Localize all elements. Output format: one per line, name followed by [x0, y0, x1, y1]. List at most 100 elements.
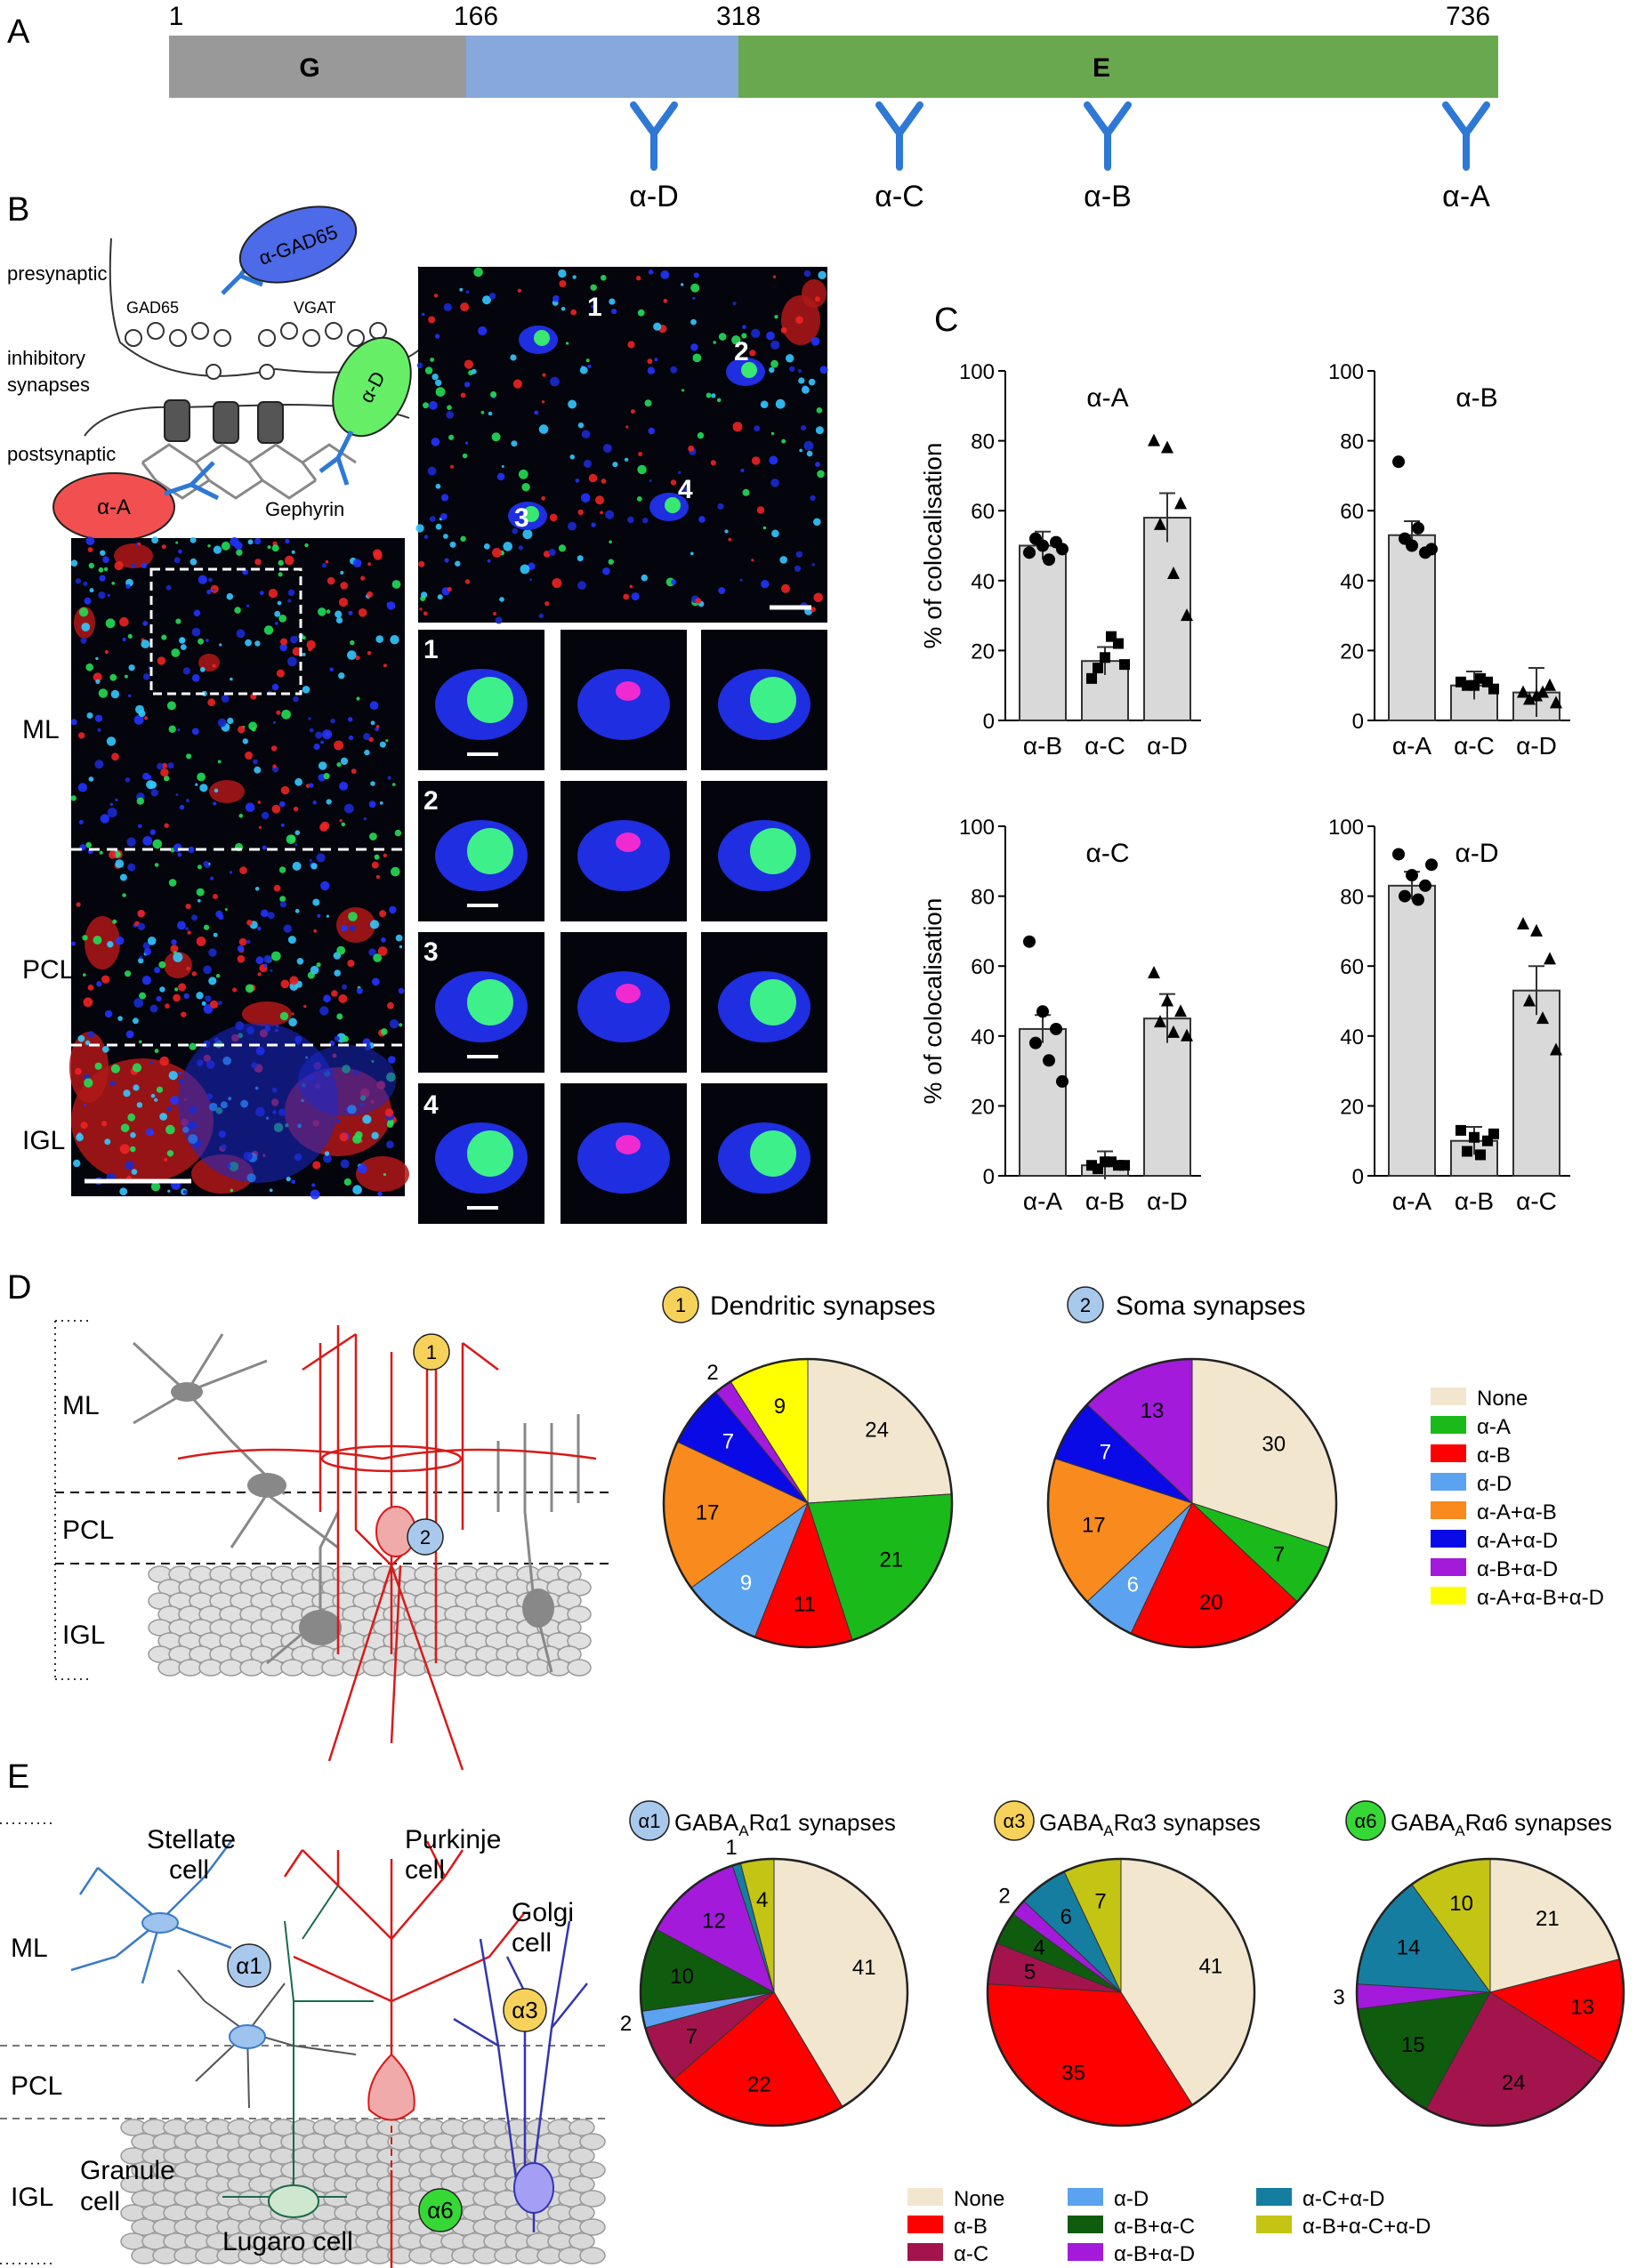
granule-label-2: cell: [80, 2187, 120, 2216]
punctum: [255, 956, 264, 965]
punctum: [283, 924, 292, 933]
y-tick-label: 100: [1328, 816, 1364, 840]
punctum: [794, 565, 802, 572]
punctum: [338, 598, 349, 607]
punctum: [168, 879, 177, 887]
chart-title: α-A: [1086, 383, 1128, 413]
legend-label: α-D: [1114, 2187, 1149, 2211]
punctum: [186, 753, 192, 760]
punctum: [146, 780, 156, 790]
punctum: [287, 936, 296, 945]
punctum: [142, 621, 149, 626]
legend-swatch: [907, 2243, 943, 2261]
data-point: [1154, 517, 1166, 530]
punctum: [688, 445, 695, 452]
punctum: [303, 1004, 307, 1009]
tile-green: [750, 828, 796, 874]
data-point: [1536, 1011, 1549, 1025]
granule: [178, 1659, 203, 1677]
badge-1-pie-text: 1: [675, 1294, 686, 1316]
punctum: [207, 544, 211, 548]
purkinje-label-2: cell: [405, 1855, 445, 1885]
punctum: [294, 777, 302, 786]
punctum: [769, 455, 778, 465]
x-tick-label: α-C: [1085, 732, 1125, 760]
punctum: [315, 731, 323, 739]
punctum: [690, 343, 698, 351]
punctum: [435, 387, 446, 397]
punctum: [642, 518, 649, 524]
punctum: [78, 732, 85, 739]
punctum: [119, 873, 127, 881]
punctum: [310, 965, 319, 975]
punctum: [166, 701, 176, 711]
y-tick-label: 60: [971, 955, 995, 979]
granule: [569, 2176, 595, 2193]
punctum: [236, 549, 243, 556]
punctum: [340, 1159, 350, 1169]
punctum: [217, 1001, 222, 1005]
punctum: [236, 629, 246, 639]
punctum: [681, 389, 685, 392]
punctum: [462, 453, 468, 459]
pie-outline: [1355, 1857, 1625, 2127]
punctum: [386, 1140, 394, 1149]
badge-1-pie: [662, 1286, 699, 1323]
y-tick-label: 100: [959, 816, 995, 840]
punctum: [654, 358, 658, 362]
punctum: [814, 296, 820, 302]
punctum: [84, 597, 92, 605]
punctum: [460, 535, 466, 542]
data-point: [1488, 683, 1499, 695]
granule: [569, 2204, 595, 2222]
punctum: [219, 643, 222, 647]
legend-label: α-B+α-D: [1477, 1557, 1558, 1581]
punctum: [279, 896, 286, 903]
pie-value-label: 13: [1570, 1995, 1594, 2019]
punctum: [448, 434, 455, 440]
data-point: [1530, 688, 1543, 702]
punctum: [711, 393, 716, 398]
pie-value-label: 1: [725, 1836, 737, 1860]
punctum: [648, 427, 655, 435]
punctum: [206, 639, 209, 642]
punctum: [213, 801, 217, 806]
punctum: [435, 523, 442, 530]
punctum: [302, 635, 306, 640]
punctum: [648, 269, 654, 275]
punctum: [167, 1189, 171, 1193]
data-point: [1023, 546, 1036, 559]
punctum: [101, 1121, 108, 1127]
position-736: 736: [1446, 2, 1490, 31]
data-point: [1161, 440, 1173, 454]
punctum: [612, 462, 618, 468]
alpha-a-antibody-icon: [164, 461, 220, 501]
punctum: [159, 986, 165, 993]
punctum: [115, 851, 121, 857]
data-point: [1469, 1131, 1480, 1143]
punctum: [335, 1118, 341, 1123]
punctum: [246, 920, 253, 926]
punctum: [125, 583, 131, 589]
pie-outline: [662, 1357, 954, 1649]
punctum: [348, 735, 354, 741]
punctum: [161, 544, 166, 550]
punctum: [215, 974, 221, 978]
punctum: [99, 575, 106, 582]
data-point: [1174, 496, 1187, 510]
punctum: [431, 374, 439, 381]
punctum: [670, 479, 677, 486]
punctum: [146, 1128, 154, 1137]
punctum: [356, 987, 363, 994]
punctum: [70, 795, 77, 801]
granule: [444, 1659, 469, 1677]
punctum: [213, 932, 218, 937]
legend-swatch: [1431, 1587, 1466, 1604]
punctum: [116, 936, 125, 945]
punctum: [101, 975, 110, 984]
postsynaptic-label: postsynaptic: [7, 443, 116, 465]
punctum: [320, 881, 330, 891]
pie-value-label: 7: [1100, 1440, 1111, 1464]
domain-mid: [466, 36, 738, 98]
punctum: [287, 599, 292, 603]
